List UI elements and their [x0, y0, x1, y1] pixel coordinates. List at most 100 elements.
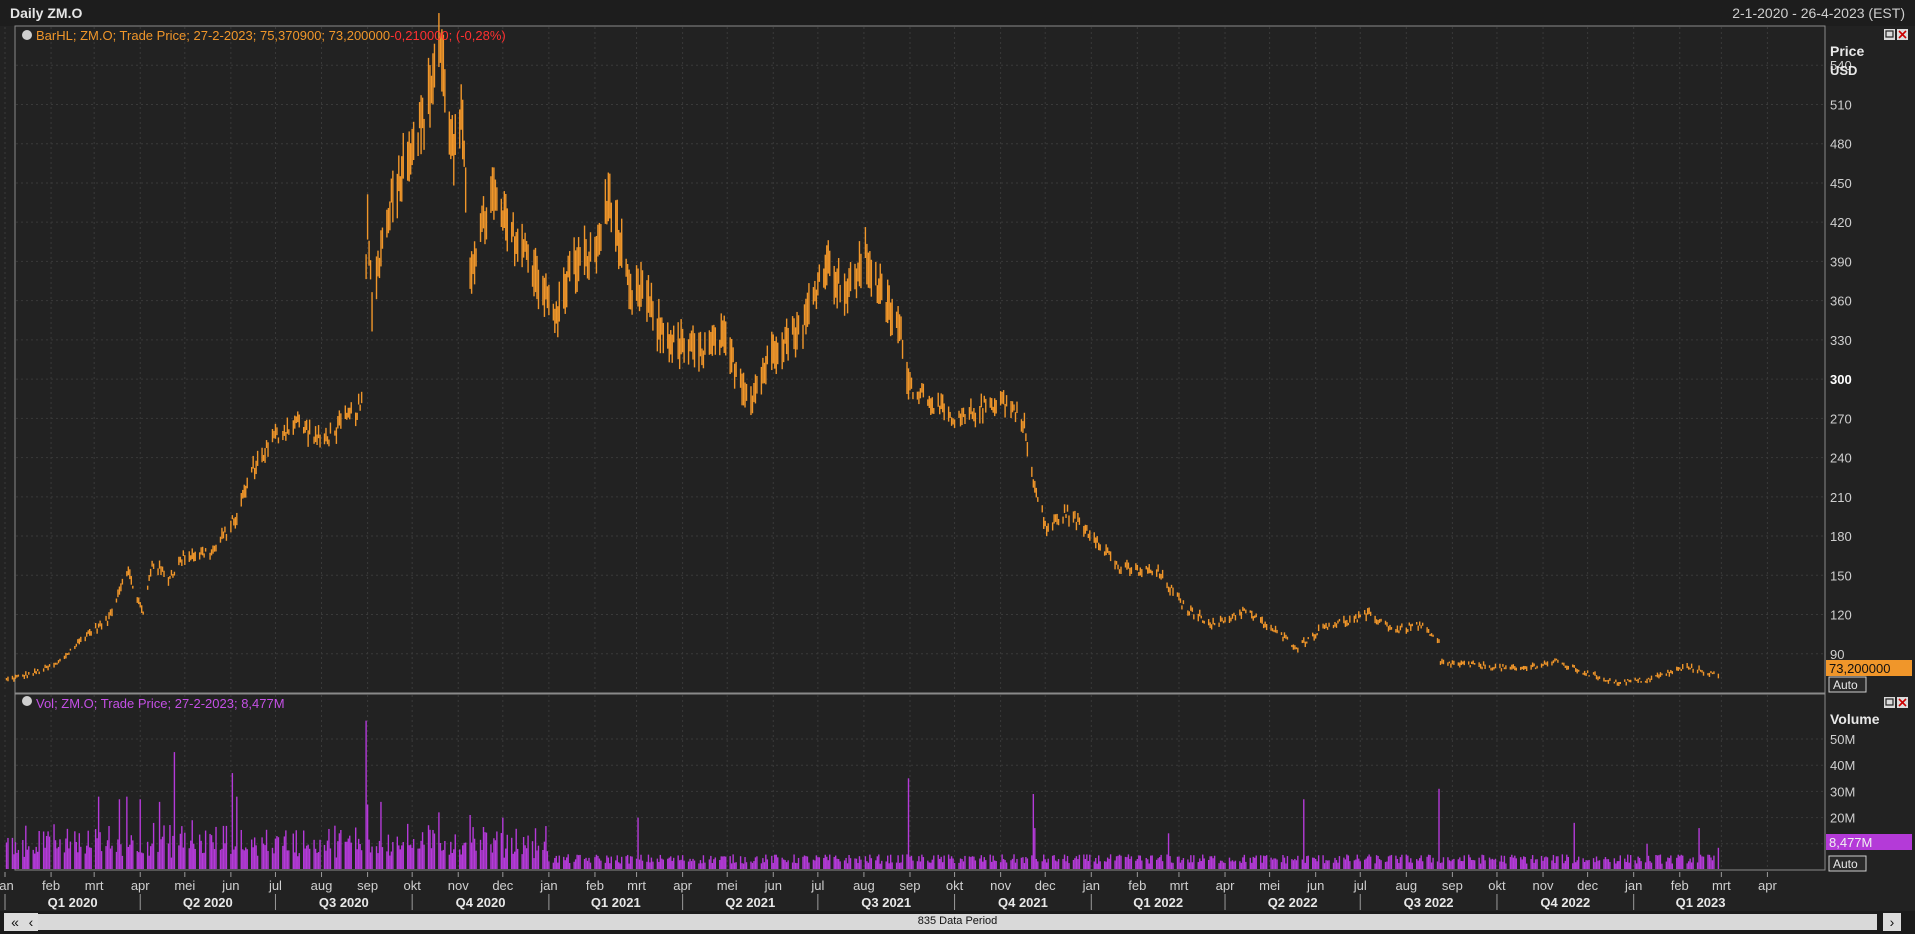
month-label: mrt	[1170, 878, 1189, 893]
month-label: jan	[539, 878, 557, 893]
volume-panel[interactable]: 20M 30M 40M 50M Vol; ZM.O; Trade Price; 27-…	[4, 693, 1912, 872]
month-label: mrt	[85, 878, 104, 893]
quarter-label: Q1 2020	[48, 895, 98, 910]
month-label: jun	[221, 878, 239, 893]
month-label: jan	[1082, 878, 1100, 893]
quarter-label: Q1 2021	[591, 895, 641, 910]
price-tick-label: 150	[1830, 568, 1852, 583]
month-label: aug	[311, 878, 333, 893]
price-close-icon[interactable]	[1897, 29, 1908, 40]
scrollbar-thumb[interactable]: 835 Data Period	[38, 914, 1877, 930]
month-label: jul	[810, 878, 824, 893]
volume-close-icon[interactable]	[1897, 697, 1908, 708]
date-range-label: 2-1-2020 - 26-4-2023 (EST)	[1732, 5, 1905, 21]
month-label: feb	[42, 878, 60, 893]
month-label: nov	[1533, 878, 1554, 893]
quarter-label: Q3 2021	[861, 895, 911, 910]
volume-tick-label: 50M	[1830, 732, 1855, 747]
price-axis: 90 120 150 180 210 240 270 300 330 360 390 420 450 48…	[1830, 58, 1852, 662]
price-grid	[4, 27, 1824, 692]
month-label: mei	[717, 878, 738, 893]
quarter-label: Q4 2020	[456, 895, 506, 910]
month-label: sep	[900, 878, 921, 893]
volume-axis-title: Volume	[1830, 711, 1880, 727]
price-auto-button[interactable]	[1828, 676, 1867, 693]
month-label: jun	[764, 878, 782, 893]
month-label: nov	[448, 878, 469, 893]
month-label: jan	[1624, 878, 1642, 893]
volume-legend: Vol; ZM.O; Trade Price; 27-2-2023; 8,477…	[36, 696, 285, 711]
volume-tick-label: 30M	[1830, 784, 1855, 799]
month-label: feb	[1128, 878, 1146, 893]
price-tick-label: 300	[1830, 372, 1852, 387]
quarter-label: Q1 2022	[1133, 895, 1183, 910]
time-axis: jan feb mrt apr mei jun jul aug sep okt nov dec jan f…	[0, 872, 1777, 910]
price-tick-label: 450	[1830, 176, 1852, 191]
price-last-value: 73,200000	[1829, 661, 1890, 676]
month-label: sep	[1442, 878, 1463, 893]
month-label: dec	[1577, 878, 1598, 893]
quarter-label: Q4 2022	[1540, 895, 1590, 910]
quarter-label: Q2 2022	[1268, 895, 1318, 910]
month-label: apr	[1758, 878, 1777, 893]
quarter-label: Q3 2020	[319, 895, 369, 910]
price-panel[interactable]: 90 120 150 180 210 240 270 300 330 360 390 420 450 48…	[4, 13, 1912, 694]
price-tick-label: 540	[1830, 58, 1852, 73]
month-label: jul	[1353, 878, 1367, 893]
month-label: okt	[403, 878, 421, 893]
price-tick-label: 360	[1830, 294, 1852, 309]
volume-grid	[4, 695, 1824, 869]
volume-last-value: 8,477M	[1829, 835, 1872, 850]
quarter-label: Q1 2023	[1676, 895, 1726, 910]
quarter-label: Q2 2021	[725, 895, 775, 910]
month-label: jul	[268, 878, 282, 893]
window-title-bar: Daily ZM.O 2-1-2020 - 26-4-2023 (EST)	[0, 0, 1915, 26]
price-restore-icon[interactable]	[1884, 29, 1895, 40]
legend-indicator-icon[interactable]	[22, 30, 32, 40]
price-tick-label: 510	[1830, 97, 1852, 112]
price-series	[5, 13, 1720, 687]
month-label: apr	[673, 878, 692, 893]
month-label: dec	[492, 878, 513, 893]
price-tick-label: 270	[1830, 411, 1852, 426]
month-label: sep	[357, 878, 378, 893]
month-label: apr	[131, 878, 150, 893]
price-tick-label: 390	[1830, 254, 1852, 269]
quarter-label: Q3 2022	[1404, 895, 1454, 910]
price-tick-label: 120	[1830, 608, 1852, 623]
volume-auto-label: Auto	[1833, 857, 1858, 871]
volume-axis: 20M 30M 40M 50M	[1830, 732, 1855, 826]
price-tick-label: 480	[1830, 137, 1852, 152]
volume-restore-icon[interactable]	[1884, 697, 1895, 708]
month-label: mrt	[627, 878, 646, 893]
price-axis-title: Price	[1830, 43, 1864, 59]
month-label: mei	[1259, 878, 1280, 893]
month-label: aug	[1395, 878, 1417, 893]
price-plot-area[interactable]	[14, 25, 1826, 694]
month-label: okt	[1488, 878, 1506, 893]
volume-auto-button[interactable]	[1828, 855, 1867, 872]
legend-indicator-icon[interactable]	[22, 696, 32, 706]
price-auto-label: Auto	[1833, 678, 1858, 692]
time-scrollbar[interactable]: « ‹ 835 Data Period ›	[0, 911, 1915, 934]
price-tick-label: 210	[1830, 490, 1852, 505]
volume-tick-label: 40M	[1830, 758, 1855, 773]
month-label: jun	[1306, 878, 1324, 893]
month-label: nov	[990, 878, 1011, 893]
chart-canvas[interactable]: 90 120 150 180 210 240 270 300 330 360 390 420 450 48…	[0, 0, 1915, 910]
month-label: feb	[1671, 878, 1689, 893]
volume-plot-area[interactable]	[14, 693, 1826, 871]
price-axis-unit: USD	[1830, 63, 1857, 78]
quarter-label: Q4 2021	[998, 895, 1048, 910]
chevron-right-icon[interactable]: ›	[1883, 913, 1901, 931]
month-label: feb	[586, 878, 604, 893]
volume-tick-label: 20M	[1830, 811, 1855, 826]
price-tick-label: 420	[1830, 215, 1852, 230]
month-label: jan	[0, 878, 14, 893]
window-title: Daily ZM.O	[10, 5, 83, 21]
double-chevron-left-icon[interactable]: «	[4, 913, 26, 931]
month-label: mei	[174, 878, 195, 893]
volume-series	[5, 720, 1720, 869]
chevron-left-icon[interactable]: ‹	[24, 913, 38, 931]
price-tick-label: 240	[1830, 451, 1852, 466]
